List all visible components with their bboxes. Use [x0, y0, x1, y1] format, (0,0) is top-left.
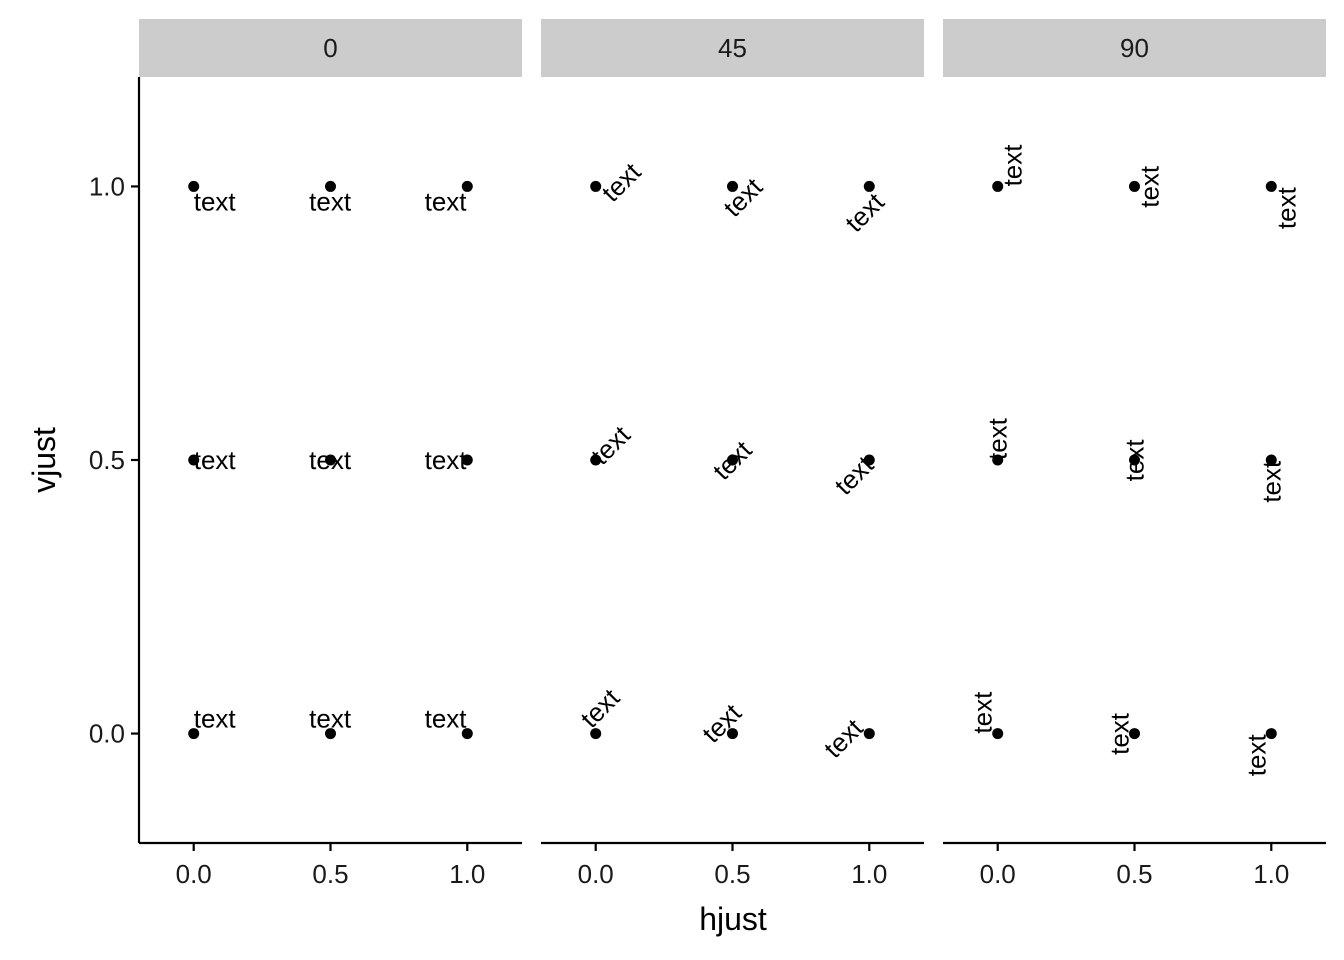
data-point — [992, 728, 1004, 740]
data-point — [863, 454, 875, 466]
data-point — [727, 728, 738, 740]
justified-text-label: text — [818, 712, 869, 763]
data-point — [590, 728, 602, 740]
data-point — [461, 454, 473, 466]
data-point — [461, 728, 473, 740]
data-point — [1265, 454, 1277, 466]
data-point — [325, 728, 336, 740]
justified-text-label: text — [1271, 186, 1301, 229]
data-point — [461, 180, 473, 192]
x-tick-label: 1.0 — [449, 859, 485, 889]
justified-text-label: text — [1120, 439, 1150, 482]
data-point — [1265, 728, 1277, 740]
justified-text-label: text — [1241, 734, 1271, 777]
data-point — [727, 454, 738, 466]
justified-text-label: text — [194, 704, 237, 734]
data-point — [1129, 728, 1140, 740]
x-tick-label: 0.5 — [312, 859, 348, 889]
data-point — [590, 454, 602, 466]
justified-text-label: text — [707, 434, 758, 485]
y-tick-label: 0.0 — [89, 719, 125, 749]
justified-text-label: text — [309, 704, 352, 734]
x-axis-title: hjust — [699, 901, 767, 937]
justified-text-label: text — [194, 445, 237, 475]
x-tick-label: 0.5 — [714, 859, 750, 889]
data-point — [325, 454, 336, 466]
facet-panel-90: 90 0.0 0.5 1.0 text text text text text text text t… — [943, 19, 1326, 889]
justified-text-label: text — [309, 186, 352, 216]
x-tick-label: 0.5 — [1116, 859, 1152, 889]
justified-text-label: text — [1135, 165, 1165, 208]
y-axis-title: vjust — [26, 427, 62, 493]
x-tick-label: 1.0 — [1253, 859, 1289, 889]
facet-panels: 0 0.0 0.5 1.0 0.0 0.5 1.0 text text text text text t… — [89, 19, 1326, 889]
data-point — [992, 180, 1004, 192]
data-point — [727, 180, 738, 192]
data-point — [188, 728, 200, 740]
y-tick-label: 1.0 — [89, 171, 125, 201]
data-point — [992, 454, 1004, 466]
justified-text-label: text — [1105, 712, 1135, 755]
facet-strip-label: 90 — [1120, 33, 1149, 63]
facet-strip-label: 45 — [718, 33, 747, 63]
x-tick-label: 0.0 — [578, 859, 614, 889]
facet-panel-0: 0 0.0 0.5 1.0 0.0 0.5 1.0 text text text text text t… — [89, 19, 522, 889]
data-point — [863, 180, 875, 192]
justified-text-label: text — [696, 697, 747, 748]
facet-strip — [943, 19, 1326, 77]
data-point — [1129, 180, 1140, 192]
justified-text-label: text — [998, 144, 1028, 187]
justified-text-label: text — [1256, 460, 1286, 503]
x-tick-label: 1.0 — [851, 859, 887, 889]
x-tick-label: 0.0 — [980, 859, 1016, 889]
justified-text-label: text — [839, 186, 890, 237]
justified-text-label: text — [968, 691, 998, 734]
data-point — [590, 180, 602, 192]
justified-text-label: text — [425, 445, 468, 475]
justified-text-label: text — [309, 445, 352, 475]
facet-strip — [541, 19, 924, 77]
data-point — [325, 180, 336, 192]
x-tick-label: 0.0 — [176, 859, 212, 889]
data-point — [1129, 454, 1140, 466]
facet-strip — [139, 19, 522, 77]
facet-strip-label: 0 — [323, 33, 337, 63]
y-tick-label: 0.5 — [89, 445, 125, 475]
justified-text-label: text — [596, 156, 647, 207]
data-point — [188, 180, 200, 192]
justified-text-label: text — [983, 417, 1013, 460]
justified-text-label: text — [717, 171, 768, 222]
justified-text-label: text — [575, 682, 626, 733]
data-point — [1265, 180, 1277, 192]
justified-text-label: text — [425, 186, 468, 216]
justified-text-label: text — [425, 704, 468, 734]
data-point — [188, 454, 200, 466]
justified-text-label: text — [194, 186, 237, 216]
data-point — [863, 728, 875, 740]
